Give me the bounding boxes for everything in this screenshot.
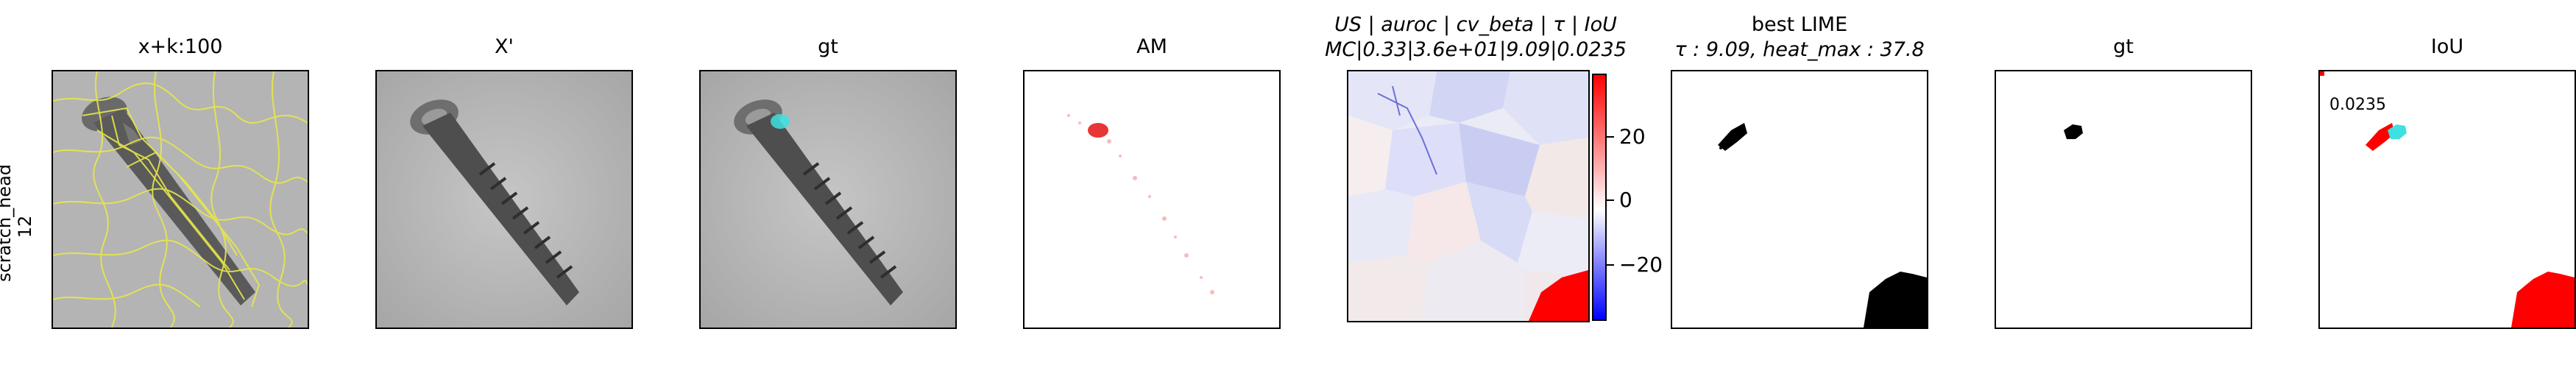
panel-1-title: x+k:100 xyxy=(138,35,223,58)
panel-lime-heatmap xyxy=(1347,70,1590,322)
panel-3-title: gt xyxy=(818,35,838,58)
best-lime-mask-image xyxy=(1672,71,1927,328)
colorbar-tick-2 xyxy=(1607,199,1614,201)
gt-mask-image xyxy=(1996,71,2251,328)
iou-value-label: 0.0235 xyxy=(2329,96,2386,114)
panel-superpixel-overlay xyxy=(52,70,309,329)
gt-overlay-image xyxy=(701,71,955,328)
superpixel-image xyxy=(53,71,308,328)
colorbar-label-3: −20 xyxy=(1619,252,1663,277)
panel-6-title-line2: τ : 9.09, heat_max : 37.8 xyxy=(1674,38,1925,61)
panel-6-title-line1: best LIME xyxy=(1751,13,1848,36)
colorbar xyxy=(1592,74,1607,321)
panel-2-title: X' xyxy=(495,35,514,58)
original-image xyxy=(377,71,631,328)
colorbar-label-2: 0 xyxy=(1619,188,1632,212)
panel-gt-overlay xyxy=(699,70,957,329)
panel-gt-mask xyxy=(1995,70,2252,329)
row-label-class: scratch_head xyxy=(0,163,15,282)
row-label: scratch_head 12 xyxy=(0,163,35,282)
panel-7-title: gt xyxy=(2113,35,2134,58)
anomaly-map-image xyxy=(1025,71,1279,328)
panel-anomaly-map xyxy=(1023,70,1281,329)
colorbar-tick-1 xyxy=(1607,136,1614,138)
lime-positive-region xyxy=(1529,270,1588,321)
panel-best-lime-mask xyxy=(1671,70,1928,329)
row-label-index: 12 xyxy=(15,215,35,238)
panel-original-image xyxy=(375,70,633,329)
panel-5-title-line1: US | auroc | cv_beta | τ | IoU xyxy=(1334,13,1617,36)
lime-heatmap-image xyxy=(1348,71,1588,321)
colorbar-label-1: 20 xyxy=(1619,124,1646,149)
iou-overlay-image xyxy=(2320,71,2575,328)
gt-mask-region xyxy=(771,114,790,129)
panel-iou-overlay xyxy=(2318,70,2576,329)
colorbar-tick-3 xyxy=(1607,264,1614,266)
panel-8-title: IoU xyxy=(2430,35,2464,58)
panel-5-title-line2: MC|0.33|3.6e+01|9.09|0.0235 xyxy=(1325,38,1627,61)
panel-4-title: AM xyxy=(1136,35,1167,58)
